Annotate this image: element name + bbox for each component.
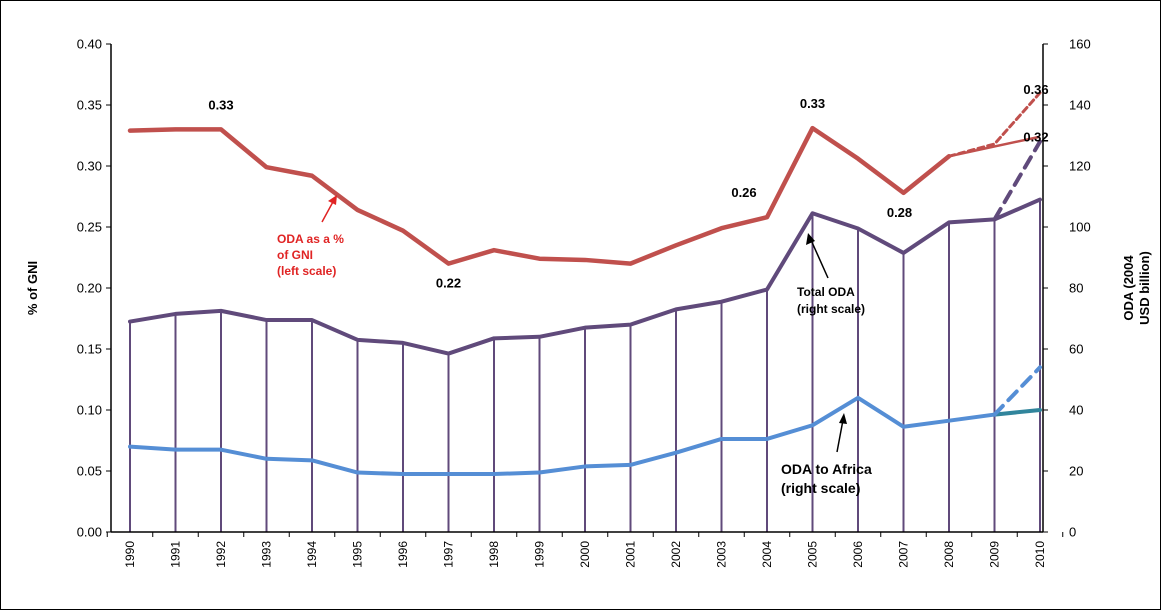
left-tick-label: 0.15: [77, 342, 102, 357]
data-label: 0.26: [731, 185, 756, 200]
annotation-africa-arrow: [836, 419, 844, 453]
right-tick-label: 160: [1069, 37, 1091, 52]
data-label: 0.33: [208, 97, 233, 112]
x-tick-label: 1994: [305, 541, 319, 568]
left-tick-label: 0.10: [77, 403, 102, 418]
annotation-total-arrowhead: [806, 233, 815, 245]
x-tick-label: 1993: [260, 541, 274, 568]
x-tick-label: 2003: [715, 541, 729, 568]
annotations: ODA as a % of GNI (left scale) Total ODA (ri…: [277, 195, 872, 496]
left-axis-title: % of GNI: [25, 261, 40, 315]
right-tick-label: 0: [1069, 525, 1076, 540]
series-africa-projection: [992, 365, 1042, 417]
drop-lines: [129, 199, 1041, 532]
right-tick-label: 100: [1069, 220, 1091, 235]
annotation-gni: (left scale): [277, 264, 336, 278]
x-tick-label: 2006: [851, 541, 865, 568]
right-axis-title-line1: ODA (2004: [1121, 255, 1136, 321]
annotation-gni: of GNI: [277, 248, 313, 262]
x-tick-label: 1996: [396, 541, 410, 568]
x-tick-label: 2007: [897, 541, 911, 568]
x-tick-label: 2010: [1033, 541, 1047, 568]
x-tick-label: 1992: [214, 541, 228, 568]
left-tick-label: 0.05: [77, 464, 102, 479]
annotation-africa: (right scale): [781, 480, 860, 496]
data-labels: 0.33 0.22 0.26 0.33 0.28 0.36 0.32: [208, 82, 1048, 291]
x-tick-label: 1997: [442, 541, 456, 568]
left-tick-label: 0.40: [77, 37, 102, 52]
annotation-africa: ODA to Africa: [781, 461, 872, 477]
annotation-total-arrow: [810, 239, 829, 279]
x-tick-label: 2009: [988, 541, 1002, 568]
right-tick-label: 140: [1069, 98, 1091, 113]
left-tick-label: 0.25: [77, 220, 102, 235]
right-tick-label: 20: [1069, 464, 1083, 479]
x-tick-label: 1991: [169, 541, 183, 568]
right-tick-label: 40: [1069, 403, 1083, 418]
x-tick-label: 2004: [760, 541, 774, 568]
left-tick-label: 0.35: [77, 98, 102, 113]
series-layer: [127, 91, 1042, 477]
data-label: 0.36: [1023, 82, 1048, 97]
series-oda-africa-tail: [992, 408, 1042, 417]
x-tick-label: 2000: [578, 541, 592, 568]
data-label: 0.33: [800, 96, 825, 111]
series-total-projection: [992, 139, 1042, 222]
x-tick-label: 1990: [123, 541, 137, 568]
left-tick-label: 0.00: [77, 525, 102, 540]
x-tick-label: 2005: [806, 541, 820, 568]
x-tick-label: 2002: [669, 541, 683, 568]
right-tick-label: 120: [1069, 159, 1091, 174]
data-label: 0.28: [887, 205, 912, 220]
data-label: 0.22: [436, 276, 461, 291]
x-tick-label: 1998: [487, 541, 501, 568]
annotation-gni-arrowhead: [328, 195, 337, 205]
x-tick-label: 1995: [351, 541, 365, 568]
x-tick-label: 2008: [942, 541, 956, 568]
annotation-total-oda: (right scale): [797, 302, 865, 316]
series-oda-africa: [128, 395, 997, 477]
right-tick-label: 60: [1069, 342, 1083, 357]
left-tick-label: 0.20: [77, 281, 102, 296]
series-oda-gni: [127, 125, 952, 266]
right-axis-title-line2: USD billion): [1137, 251, 1152, 325]
series-total-oda: [128, 197, 1042, 356]
data-label: 0.32: [1023, 130, 1048, 145]
right-tick-label: 80: [1069, 281, 1083, 296]
x-tick-label: 1999: [533, 541, 547, 568]
axes-layer: 0.00 0.05 0.10 0.15 0.20 0.25 0.30 0.35 0.40 0 20 4…: [25, 37, 1152, 568]
annotation-africa-arrowhead: [839, 413, 847, 424]
left-tick-label: 0.30: [77, 159, 102, 174]
x-tick-label: 2001: [624, 541, 638, 568]
annotation-gni-arrow: [321, 199, 335, 223]
annotation-total-oda: Total ODA: [797, 285, 855, 299]
annotation-gni: ODA as a %: [277, 232, 344, 246]
series-gni-projection: [947, 91, 1042, 158]
